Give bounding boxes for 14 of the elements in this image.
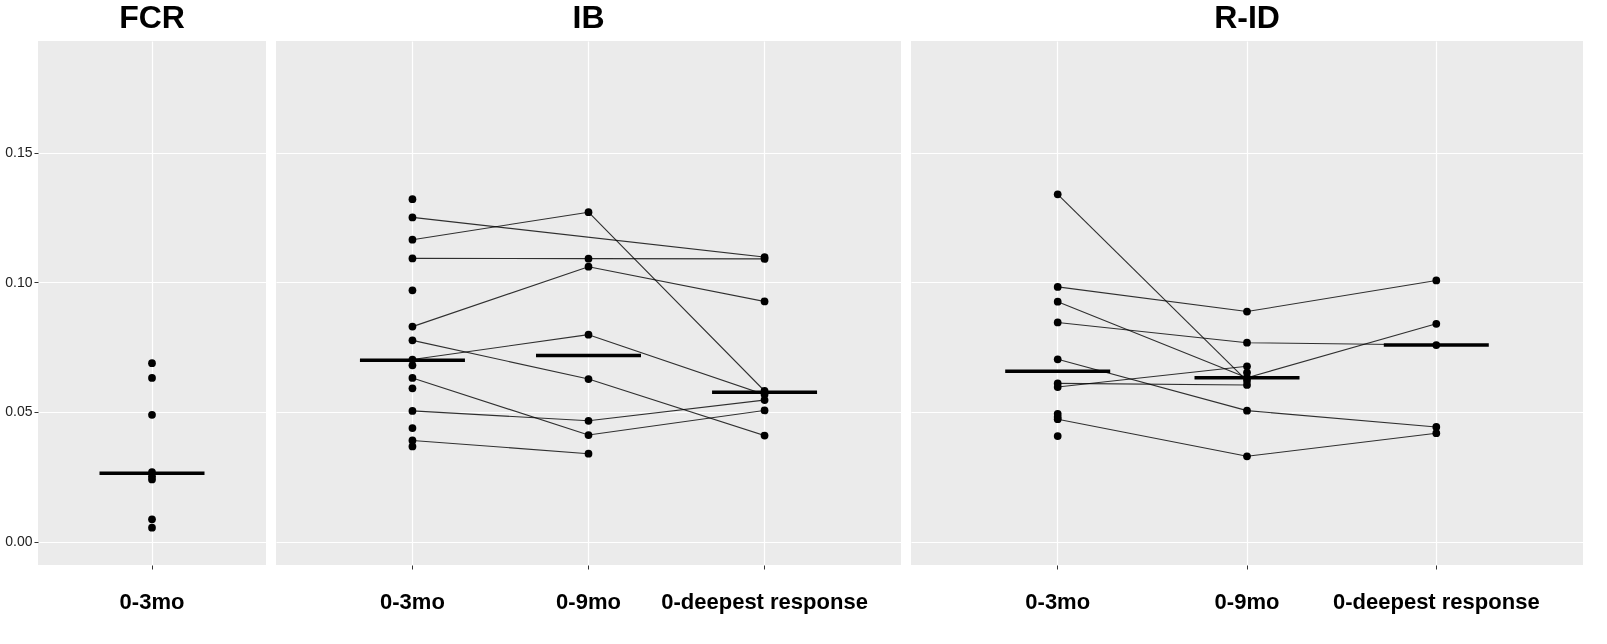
x-tick-label: 0-3mo <box>119 588 185 614</box>
y-tick-label: 0.00 <box>5 533 33 550</box>
x-tick-label: 0-deepest response <box>1332 588 1540 614</box>
y-tick-label: 0.05 <box>5 403 33 420</box>
x-tick-label: 0-3mo <box>1025 588 1091 614</box>
chart-title: FCR <box>119 0 185 35</box>
x-tick-label: 0-9mo <box>556 588 621 614</box>
x-tick-label: 0-9mo <box>1214 588 1280 614</box>
y-tick-label: 0.10 <box>5 273 33 290</box>
x-tick-label: 0-deepest response <box>661 588 868 614</box>
chart-title: R-ID <box>1214 0 1280 35</box>
x-tick-label: 0-3mo <box>380 588 445 614</box>
y-tick-label: 0.15 <box>5 144 33 161</box>
chart-title: IB <box>572 0 605 35</box>
